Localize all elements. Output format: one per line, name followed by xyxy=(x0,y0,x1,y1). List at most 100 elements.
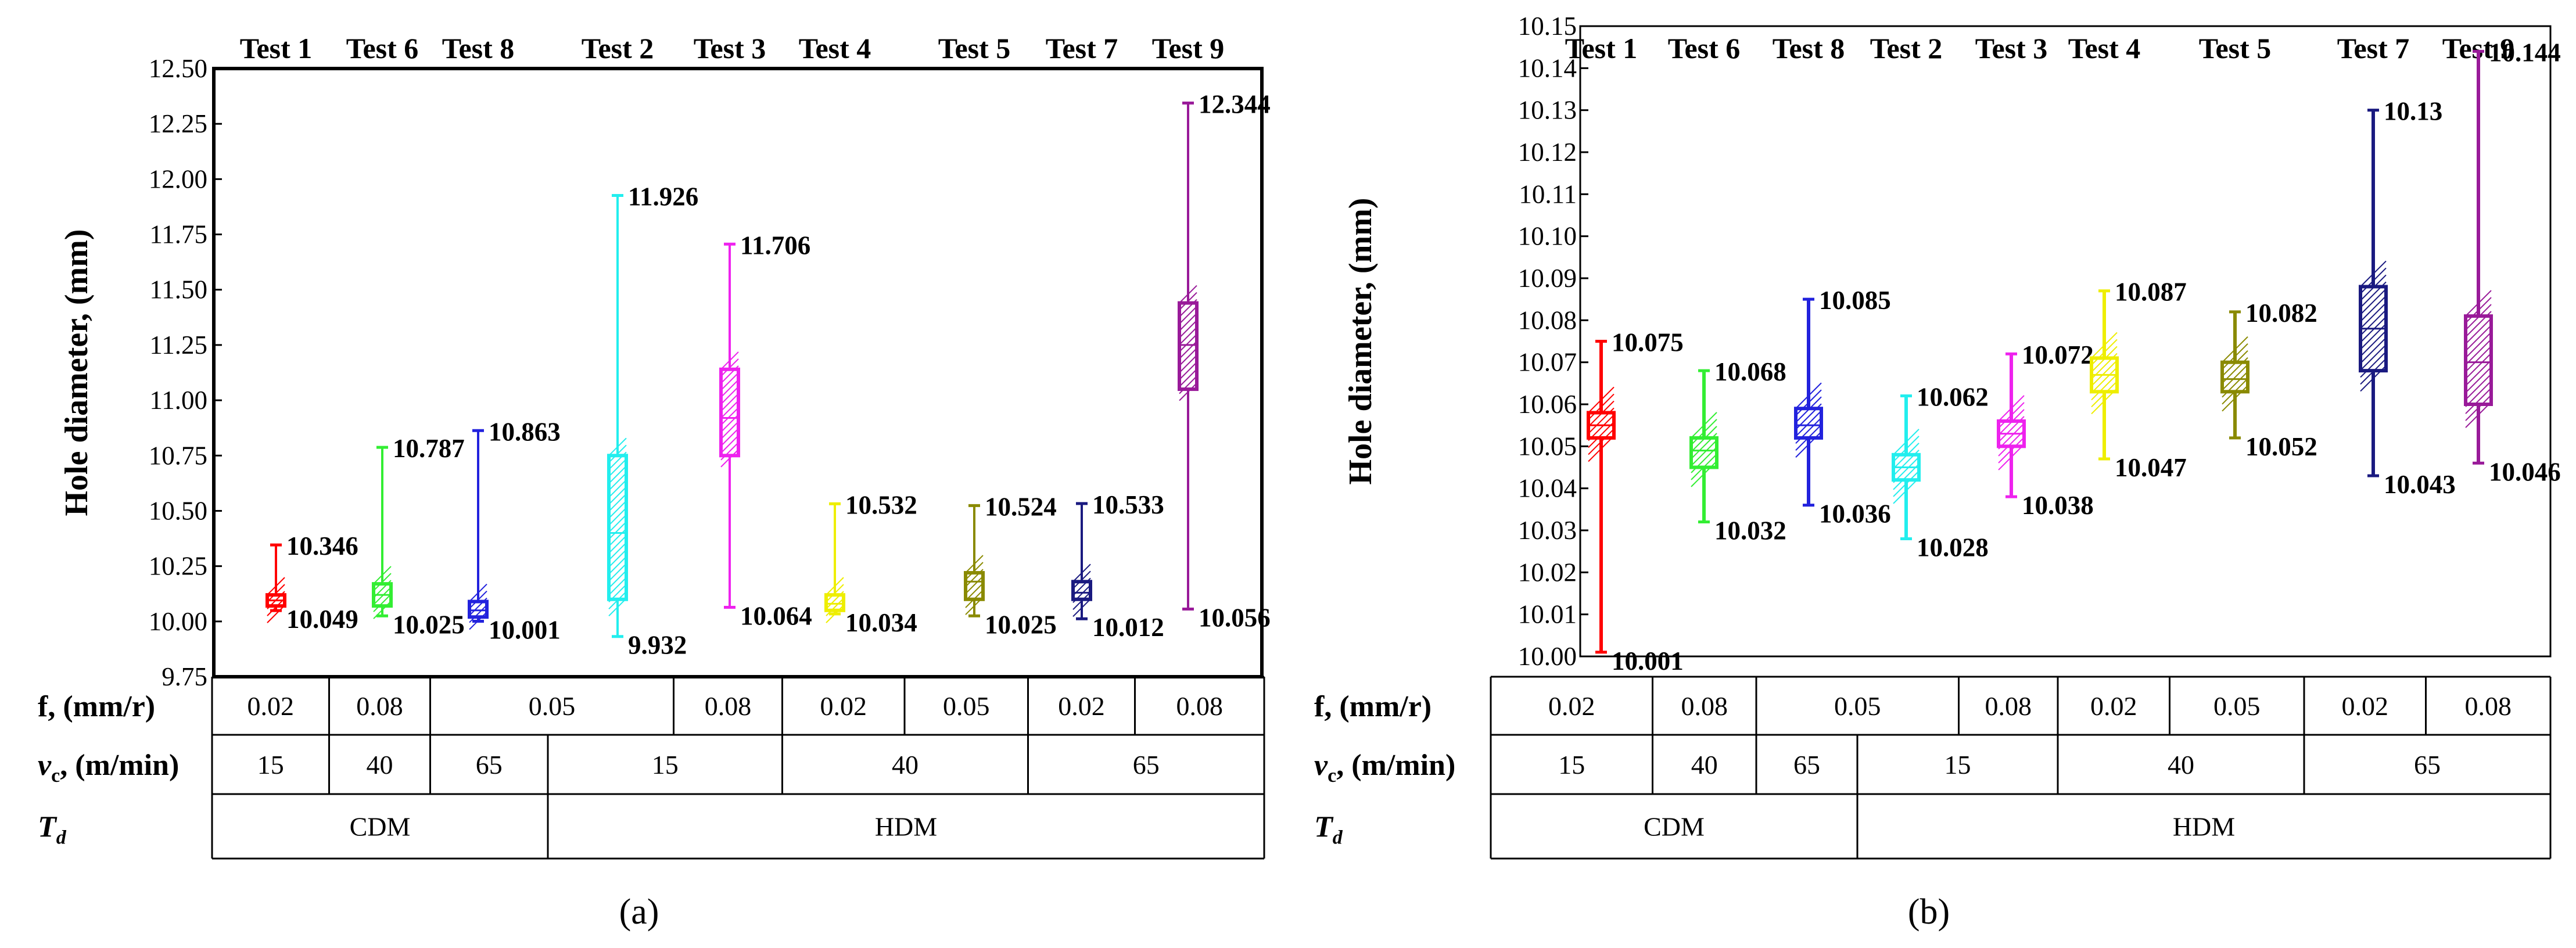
box-min-value-label: 10.047 xyxy=(2115,453,2187,482)
box-iqr xyxy=(607,454,628,601)
box-hatch xyxy=(2091,339,2118,366)
box-hatch xyxy=(373,566,392,584)
y-tick-label: 10.01 xyxy=(1518,600,1577,629)
box-hatch xyxy=(1179,306,1197,325)
box-hatch xyxy=(2360,302,2387,329)
box-hatch xyxy=(1588,428,1615,455)
table-cell-vc: 40 xyxy=(1691,750,1718,780)
box-hatch xyxy=(2465,401,2492,428)
box-hatch xyxy=(2360,309,2387,336)
box-hatch xyxy=(1691,461,1717,487)
table-cell-vc: 15 xyxy=(257,750,284,780)
box-hatch xyxy=(2222,336,2248,363)
y-tick-label: 12.50 xyxy=(149,54,207,83)
table-cell-f: 0.08 xyxy=(1681,691,1728,721)
box-min-value-label: 10.046 xyxy=(2489,457,2561,486)
box-min-value-label: 10.025 xyxy=(985,610,1057,639)
category-label: Test 6 xyxy=(1668,32,1741,64)
box-max-value-label: 10.532 xyxy=(845,490,917,519)
box-hatch xyxy=(608,507,627,526)
box-hatch xyxy=(1795,389,1822,416)
box-hatch xyxy=(1795,417,1822,444)
box-hatch xyxy=(1795,424,1822,451)
box-max-value-label: 10.087 xyxy=(2115,278,2187,307)
row-header-vc-sub: c xyxy=(51,765,60,787)
box-hatch xyxy=(1893,429,1920,455)
row-header-vc-symbol: v xyxy=(38,749,52,782)
box-hatch xyxy=(965,597,984,615)
box-hatch xyxy=(1179,333,1197,353)
table-cell-vc: 65 xyxy=(476,750,503,780)
box-min-value-label: 10.038 xyxy=(2022,491,2094,520)
box-hatch xyxy=(2360,260,2387,288)
category-label: Test 4 xyxy=(799,32,871,64)
table-cell-f: 0.02 xyxy=(820,691,867,721)
box-hatch xyxy=(2360,337,2387,364)
box-hatch xyxy=(720,393,739,412)
box-hatch xyxy=(1588,414,1615,441)
y-tick-label: 10.00 xyxy=(149,607,207,636)
box-hatch xyxy=(469,597,487,616)
table-cell-f: 0.02 xyxy=(247,691,295,721)
box-hatch xyxy=(2091,360,2118,387)
box-hatch xyxy=(267,584,285,602)
table-cell-f: 0.05 xyxy=(943,691,990,721)
y-tick-label: 11.00 xyxy=(149,386,207,415)
box-hatch xyxy=(608,465,627,484)
box-hatch xyxy=(2360,365,2387,392)
box-hatch xyxy=(608,500,627,519)
box-hatch xyxy=(826,591,844,609)
box-hatch xyxy=(373,594,392,612)
table-cell-f: 0.02 xyxy=(2342,691,2389,721)
box-hatch xyxy=(2465,297,2492,324)
box-hatch xyxy=(965,562,984,580)
y-tick-label: 10.15 xyxy=(1518,12,1577,41)
box-hatch xyxy=(608,493,627,512)
y-tick-label: 10.09 xyxy=(1518,264,1577,293)
box-test-6 xyxy=(1689,369,1718,524)
box-hatch xyxy=(608,444,627,463)
box-hatch xyxy=(720,372,739,391)
box-hatch xyxy=(469,604,487,623)
table-cell-f: 0.08 xyxy=(1176,691,1224,721)
box-iqr xyxy=(719,367,740,458)
row-header-td-symbol: T xyxy=(38,811,58,844)
table-cell-vc: 40 xyxy=(2168,750,2194,780)
box-max-value-label: 11.706 xyxy=(740,231,810,260)
table-cell-td: CDM xyxy=(1644,812,1705,842)
y-tick-label: 10.07 xyxy=(1518,348,1577,377)
table-cell-td: HDM xyxy=(875,812,937,842)
box-hatch xyxy=(2222,364,2248,391)
category-label: Test 4 xyxy=(2068,32,2141,64)
row-header-vc-unit: , (m/min) xyxy=(60,749,179,782)
box-hatch xyxy=(965,569,984,587)
box-hatch xyxy=(469,611,487,630)
box-hatch xyxy=(1691,454,1717,480)
box-hatch xyxy=(373,573,392,591)
box-min-value-label: 10.032 xyxy=(1714,516,1786,545)
box-hatch xyxy=(2465,394,2492,421)
box-hatch xyxy=(2360,316,2387,343)
box-hatch xyxy=(2465,332,2492,358)
row-header-f: f, (mm/r) xyxy=(1314,690,1431,723)
box-hatch xyxy=(2465,339,2492,365)
row-header-td: Td xyxy=(38,811,67,849)
category-label: Test 1 xyxy=(1565,32,1638,64)
box-hatch xyxy=(1179,375,1197,394)
box-hatch xyxy=(608,479,627,498)
box-hatch xyxy=(1179,292,1197,311)
y-tick-label: 10.14 xyxy=(1518,53,1577,82)
box-hatch xyxy=(2465,360,2492,386)
box-hatch xyxy=(469,590,487,609)
box-hatch xyxy=(1179,382,1197,401)
box-hatch xyxy=(720,386,739,405)
box-hatch xyxy=(2091,380,2118,408)
box-hatch xyxy=(608,563,627,581)
table-cell-vc: 15 xyxy=(652,750,679,780)
box-hatch xyxy=(608,514,627,533)
box-hatch xyxy=(1072,570,1091,589)
y-tick-label: 10.12 xyxy=(1518,138,1577,167)
box-hatch xyxy=(2465,387,2492,414)
y-axis-label: Hole diameter, (mm) xyxy=(59,229,95,516)
